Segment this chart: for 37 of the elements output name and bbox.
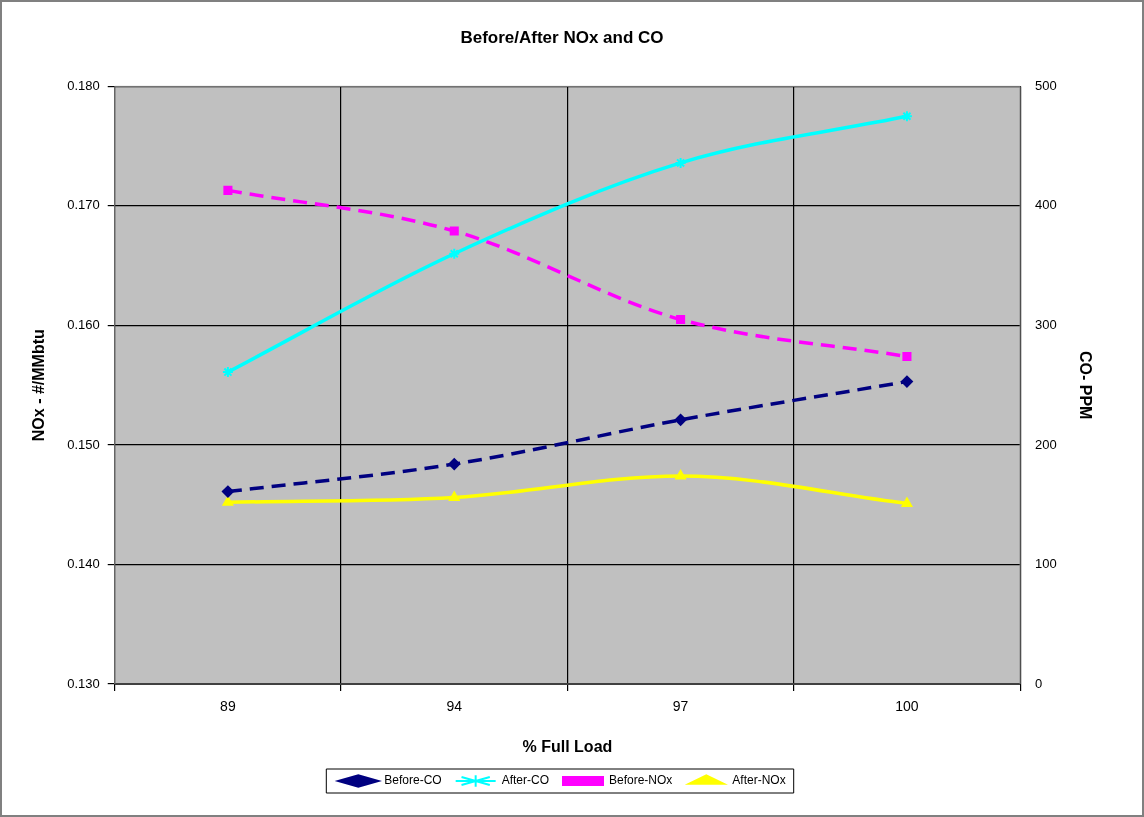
y-tick-label: 0.170 bbox=[67, 197, 100, 213]
point bbox=[674, 413, 687, 426]
x-tick-label: 89 bbox=[220, 698, 236, 715]
point bbox=[901, 497, 913, 508]
chart-title: Before/After NOx and CO bbox=[460, 27, 664, 47]
x-tick-label: 97 bbox=[672, 698, 689, 715]
point bbox=[222, 496, 234, 506]
y-tick-label: 0.130 bbox=[67, 675, 100, 691]
point bbox=[675, 470, 686, 480]
point bbox=[900, 375, 913, 388]
y2-axis-title: CO- PPM bbox=[1076, 350, 1094, 420]
y-tick-label: 0.140 bbox=[67, 556, 100, 572]
point bbox=[221, 485, 234, 498]
y-axis-title: NOx - #/MMbtu bbox=[30, 329, 48, 442]
y2-tick-label: 400 bbox=[1035, 197, 1057, 213]
legend-label: Before-CO bbox=[384, 773, 442, 788]
y-tick-label: 0.180 bbox=[67, 77, 100, 93]
point bbox=[223, 185, 233, 195]
y-tick-label: 0.160 bbox=[67, 317, 100, 333]
x-tick-label: 94 bbox=[446, 698, 463, 715]
point bbox=[448, 458, 461, 471]
legend-label: Before-NOx bbox=[609, 773, 673, 788]
y-tick-label: 0.150 bbox=[67, 436, 100, 452]
point bbox=[449, 226, 459, 236]
point bbox=[676, 314, 686, 324]
y2-tick-label: 300 bbox=[1035, 317, 1057, 333]
point bbox=[902, 351, 912, 362]
y2-tick-label: 0 bbox=[1035, 675, 1043, 691]
y2-tick-label: 100 bbox=[1035, 556, 1057, 572]
x-tick-label: 100 bbox=[895, 698, 919, 715]
y2-tick-label: 200 bbox=[1035, 436, 1057, 452]
point bbox=[448, 491, 460, 502]
legend-label: After-NOx bbox=[732, 773, 786, 788]
point bbox=[448, 247, 461, 260]
x-axis-title: % Full Load bbox=[522, 737, 613, 755]
y2-tick-label: 500 bbox=[1035, 77, 1057, 93]
legend-label: After-CO bbox=[501, 773, 550, 788]
